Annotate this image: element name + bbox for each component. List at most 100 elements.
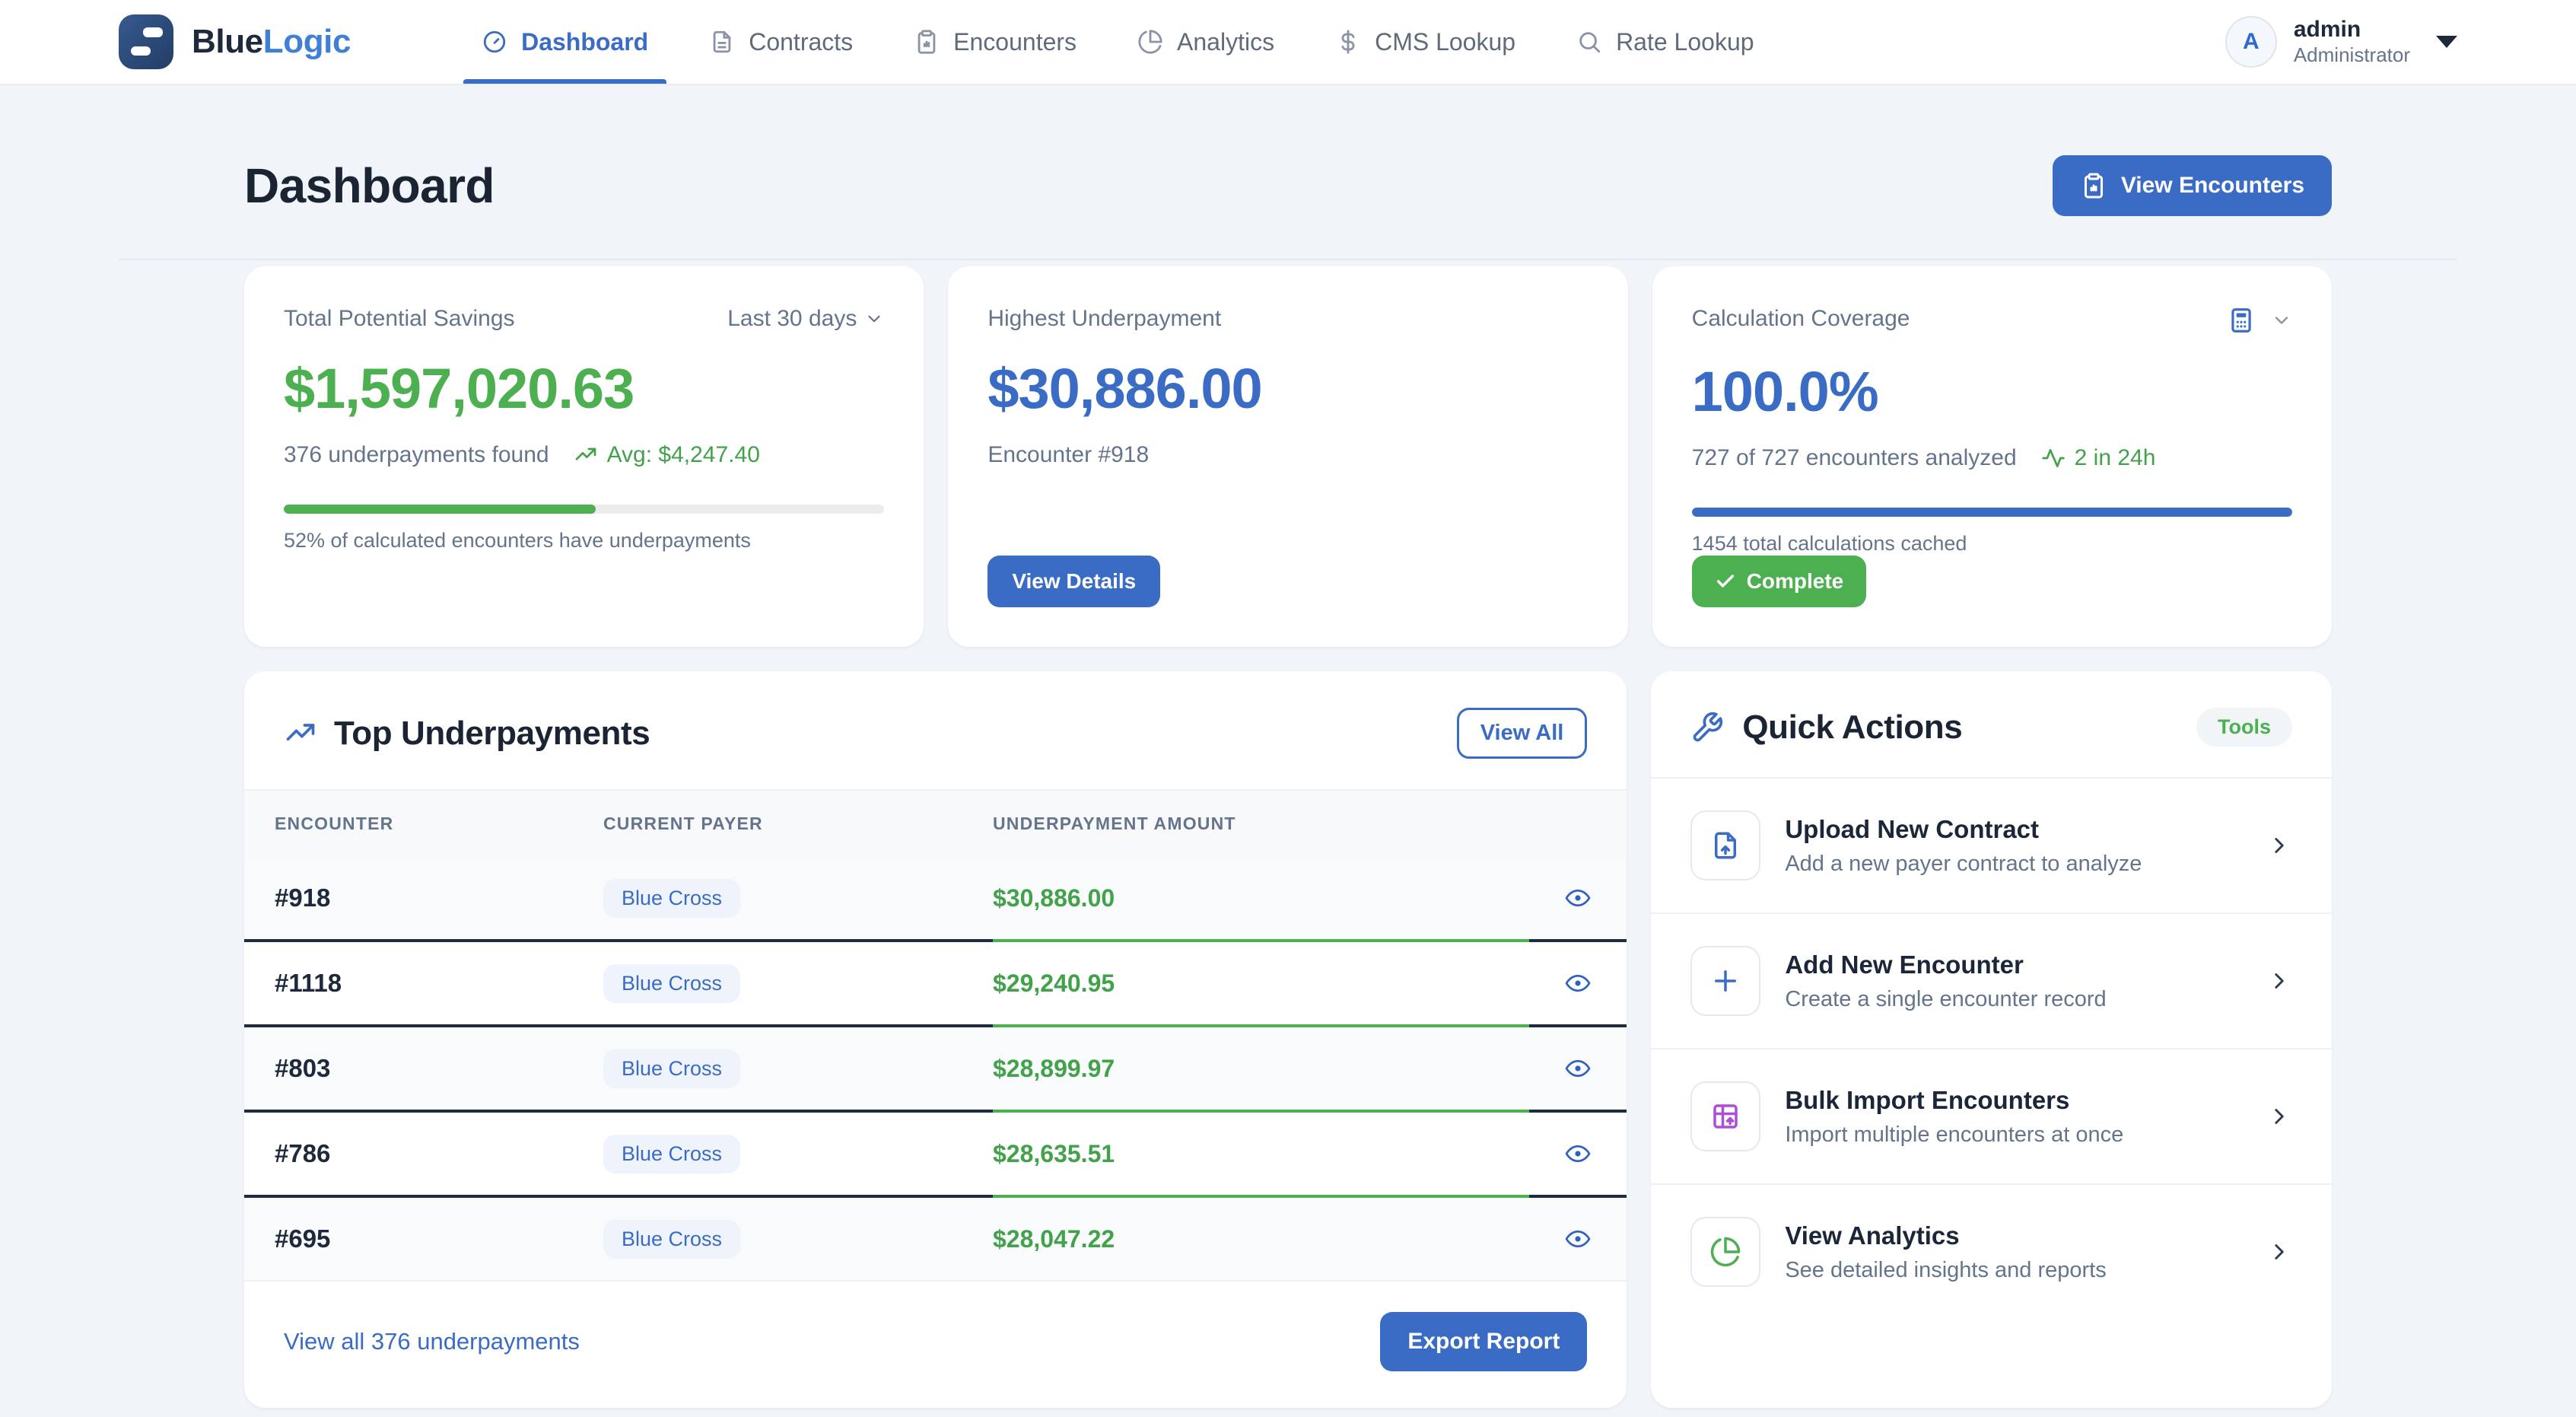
quick-action-title: Bulk Import Encounters <box>1785 1085 2070 1114</box>
card-label: Highest Underpayment <box>987 306 1222 331</box>
top-underpayments-panel: Top Underpayments View All ENCOUNTER CUR… <box>244 671 1627 1408</box>
caret-down-icon <box>2436 36 2457 48</box>
quick-action-title: Upload New Contract <box>1785 814 2040 843</box>
check-icon <box>1716 575 1734 587</box>
card-label: Total Potential Savings <box>284 306 515 331</box>
user-role: Administrator <box>2293 43 2410 66</box>
view-encounters-button[interactable]: View Encounters <box>2052 155 2332 216</box>
chevron-down-icon <box>2275 317 2288 324</box>
encounter-id: #786 <box>275 1139 331 1167</box>
search-icon <box>1579 32 1601 53</box>
quick-action-upload-new-contract[interactable]: Upload New Contract Add a new payer contr… <box>1651 779 2332 914</box>
bottom-row: Top Underpayments View All ENCOUNTER CUR… <box>244 671 2332 1408</box>
view-encounter-button[interactable] <box>1558 878 1598 918</box>
view-encounter-button[interactable] <box>1558 1049 1598 1088</box>
underpayment-amount: $28,899.97 <box>993 1054 1115 1082</box>
coverage-progress <box>1691 508 2292 517</box>
quick-action-subtitle: See detailed insights and reports <box>1785 1257 2107 1282</box>
table-import-icon-box <box>1690 1081 1761 1151</box>
bluelogic-logo-icon <box>119 14 173 69</box>
table-row: #1118 Blue Cross $29,240.95 <box>244 941 1627 1027</box>
nav-item-dashboard[interactable]: Dashboard <box>451 0 679 84</box>
file-up-icon-box <box>1690 810 1761 880</box>
brand-logo[interactable]: BlueLogic <box>119 14 351 69</box>
clipboard-icon <box>2084 173 2103 199</box>
quick-actions-title: Quick Actions <box>1742 708 1963 746</box>
trending-up-icon <box>286 723 315 740</box>
encounter-id: #1118 <box>275 969 342 997</box>
quick-action-title: View Analytics <box>1785 1221 1960 1250</box>
savings-caption: 52% of calculated encounters have underp… <box>284 529 751 552</box>
chevron-right-icon <box>2266 833 2292 858</box>
export-report-button[interactable]: Export Report <box>1380 1312 1588 1371</box>
nav-item-label: Rate Lookup <box>1616 27 1754 56</box>
view-details-button[interactable]: View Details <box>987 556 1161 607</box>
chevron-down-icon <box>868 315 880 323</box>
eye-icon <box>1565 1059 1591 1078</box>
table-row: #695 Blue Cross $28,047.22 <box>244 1196 1627 1282</box>
underpayments-found: 376 underpayments found <box>284 442 549 467</box>
quick-action-subtitle: Add a new payer contract to analyze <box>1785 851 2142 876</box>
quick-action-view-analytics[interactable]: View Analytics See detailed insights and … <box>1651 1185 2332 1319</box>
total-savings-card: Total Potential Savings Last 30 days $1,… <box>244 266 924 647</box>
period-dropdown[interactable]: Last 30 days <box>727 306 884 332</box>
eye-icon <box>1565 1230 1591 1248</box>
payer-badge: Blue Cross <box>603 1219 741 1259</box>
dollar-icon <box>1341 30 1355 54</box>
view-encounter-button[interactable] <box>1558 1219 1598 1259</box>
quick-action-subtitle: Create a single encounter record <box>1785 986 2107 1011</box>
clipboard-icon <box>918 30 936 54</box>
encounter-id: #803 <box>275 1054 331 1082</box>
card-label: Calculation Coverage <box>1691 306 1910 331</box>
payer-badge: Blue Cross <box>603 1049 741 1088</box>
highest-value: $30,886.00 <box>987 357 1262 420</box>
trending-up-icon <box>575 447 596 460</box>
chevron-right-icon <box>2266 968 2292 994</box>
section-divider <box>119 259 2457 260</box>
highest-underpayment-card: Highest Underpayment $30,886.00 Encounte… <box>948 266 1628 647</box>
eye-icon <box>1565 974 1591 992</box>
quick-actions-list: Upload New Contract Add a new payer contr… <box>1651 779 2332 1319</box>
underpayment-amount: $28,047.22 <box>993 1224 1115 1253</box>
quick-actions-panel: Quick Actions Tools Upload New Contract A… <box>1651 671 2332 1408</box>
table-row: #786 Blue Cross $28,635.51 <box>244 1111 1627 1198</box>
quick-action-add-new-encounter[interactable]: Add New Encounter Create a single encount… <box>1651 914 2332 1049</box>
chevron-right-icon <box>2266 1103 2292 1129</box>
calculation-dropdown[interactable] <box>2227 306 2292 335</box>
underpayment-amount: $28,635.51 <box>993 1139 1115 1167</box>
nav-item-label: Contracts <box>749 27 854 56</box>
view-encounter-button[interactable] <box>1558 963 1598 1003</box>
page-title: Dashboard <box>244 158 495 213</box>
nav-item-cms-lookup[interactable]: CMS Lookup <box>1305 0 1546 84</box>
column-header-actions <box>1529 789 1627 857</box>
nav-item-label: Dashboard <box>521 27 649 56</box>
pie-icon-box <box>1690 1217 1761 1287</box>
view-all-underpayments-link[interactable]: View all 376 underpayments <box>284 1328 580 1355</box>
top-header: BlueLogic Dashboard Contracts Encounters An… <box>0 0 2576 85</box>
savings-value: $1,597,020.63 <box>284 357 634 420</box>
savings-progress <box>284 505 885 514</box>
view-all-button[interactable]: View All <box>1456 708 1588 759</box>
encounter-id: #695 <box>275 1224 331 1253</box>
underpayments-table: ENCOUNTER CURRENT PAYER UNDERPAYMENT AMO… <box>244 789 1627 1282</box>
tools-badge: Tools <box>2196 708 2292 747</box>
avg-chip: Avg: $4,247.40 <box>574 442 760 468</box>
view-encounter-button[interactable] <box>1558 1134 1598 1173</box>
nav-item-encounters[interactable]: Encounters <box>883 0 1107 84</box>
nav-item-analytics[interactable]: Analytics <box>1107 0 1305 84</box>
nav-item-label: CMS Lookup <box>1375 27 1516 56</box>
column-header-encounter: ENCOUNTER <box>244 789 603 857</box>
recent-chip: 2 in 24h <box>2041 445 2155 471</box>
table-row: #803 Blue Cross $28,899.97 <box>244 1026 1627 1113</box>
nav-item-contracts[interactable]: Contracts <box>679 0 883 84</box>
quick-action-bulk-import-encounters[interactable]: Bulk Import Encounters Import multiple en… <box>1651 1049 2332 1185</box>
payer-badge: Blue Cross <box>603 1134 741 1173</box>
encounters-analyzed: 727 of 727 encounters analyzed <box>1691 445 2017 470</box>
calculation-coverage-card: Calculation Coverage 100.0% <box>1652 266 2332 647</box>
avatar: A <box>2225 16 2277 68</box>
eye-icon <box>1565 889 1591 907</box>
user-menu[interactable]: A admin Administrator <box>2225 16 2457 68</box>
complete-status-badge: Complete <box>1691 556 1867 607</box>
nav-item-rate-lookup[interactable]: Rate Lookup <box>1546 0 1784 84</box>
gauge-icon <box>483 30 506 53</box>
